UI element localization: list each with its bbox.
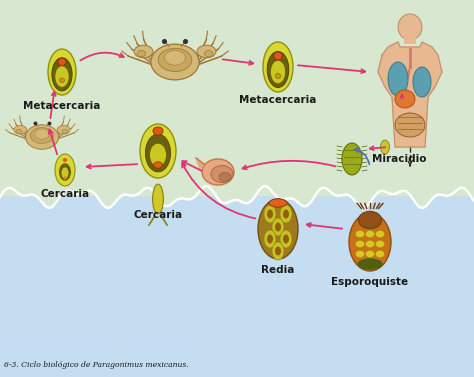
Bar <box>0 0 474 202</box>
Ellipse shape <box>134 45 153 58</box>
Ellipse shape <box>63 158 67 162</box>
Ellipse shape <box>202 159 234 185</box>
Ellipse shape <box>219 173 231 181</box>
Ellipse shape <box>275 74 281 78</box>
Ellipse shape <box>63 176 67 179</box>
Bar <box>0 195 474 377</box>
Ellipse shape <box>59 163 71 181</box>
Ellipse shape <box>275 247 281 256</box>
Ellipse shape <box>158 48 192 72</box>
Ellipse shape <box>272 218 284 236</box>
Ellipse shape <box>280 205 292 223</box>
Ellipse shape <box>381 140 390 154</box>
Ellipse shape <box>365 230 374 238</box>
Ellipse shape <box>26 125 59 149</box>
Ellipse shape <box>275 222 281 231</box>
Ellipse shape <box>151 44 199 80</box>
Ellipse shape <box>356 230 365 238</box>
Ellipse shape <box>55 66 69 87</box>
Ellipse shape <box>263 42 293 92</box>
Ellipse shape <box>140 124 176 178</box>
Text: Metacercaria: Metacercaria <box>239 95 317 105</box>
Ellipse shape <box>164 51 185 65</box>
Ellipse shape <box>398 14 422 40</box>
Ellipse shape <box>283 234 289 244</box>
Text: Cercaria: Cercaria <box>40 189 90 199</box>
Ellipse shape <box>280 230 292 248</box>
Ellipse shape <box>137 51 146 57</box>
Ellipse shape <box>52 58 72 91</box>
Ellipse shape <box>153 127 163 135</box>
Text: 6-3. Ciclo biológico de Paragonimus mexicanus.: 6-3. Ciclo biológico de Paragonimus mexi… <box>4 361 189 369</box>
Ellipse shape <box>267 210 273 219</box>
Ellipse shape <box>258 199 298 259</box>
Polygon shape <box>378 42 442 147</box>
Text: Miracidio: Miracidio <box>372 154 427 164</box>
Ellipse shape <box>59 78 64 83</box>
Ellipse shape <box>57 126 70 134</box>
Ellipse shape <box>150 144 166 166</box>
Ellipse shape <box>375 230 384 238</box>
Text: Metacercaria: Metacercaria <box>23 101 100 111</box>
Text: Redia: Redia <box>261 265 295 275</box>
Ellipse shape <box>365 250 374 257</box>
Ellipse shape <box>55 154 75 186</box>
Ellipse shape <box>197 45 216 58</box>
Ellipse shape <box>48 49 76 95</box>
Ellipse shape <box>356 241 365 247</box>
Ellipse shape <box>356 250 365 257</box>
Ellipse shape <box>154 162 163 168</box>
Ellipse shape <box>274 52 282 60</box>
Ellipse shape <box>146 134 171 172</box>
Ellipse shape <box>358 211 382 229</box>
Ellipse shape <box>395 113 425 137</box>
Ellipse shape <box>264 205 276 223</box>
Ellipse shape <box>342 143 362 175</box>
Polygon shape <box>196 158 204 169</box>
Ellipse shape <box>153 184 164 214</box>
Ellipse shape <box>365 241 374 247</box>
Bar <box>404 26 416 44</box>
Ellipse shape <box>371 259 380 265</box>
Ellipse shape <box>375 250 384 257</box>
Ellipse shape <box>211 166 233 182</box>
Ellipse shape <box>264 230 276 248</box>
Ellipse shape <box>269 199 287 207</box>
Ellipse shape <box>62 167 69 179</box>
Ellipse shape <box>62 129 68 133</box>
Ellipse shape <box>30 128 54 144</box>
Ellipse shape <box>413 67 431 97</box>
Ellipse shape <box>349 213 391 271</box>
Ellipse shape <box>388 62 408 96</box>
Ellipse shape <box>267 234 273 244</box>
Ellipse shape <box>375 241 384 247</box>
Ellipse shape <box>357 258 383 270</box>
Ellipse shape <box>204 51 213 57</box>
Ellipse shape <box>272 242 284 260</box>
Text: Cercaria: Cercaria <box>134 210 182 220</box>
Ellipse shape <box>271 61 285 83</box>
Ellipse shape <box>16 129 22 133</box>
Ellipse shape <box>395 90 415 108</box>
Ellipse shape <box>14 126 27 134</box>
Ellipse shape <box>361 259 370 265</box>
Text: Esporoquiste: Esporoquiste <box>331 277 409 287</box>
Ellipse shape <box>267 52 289 87</box>
Ellipse shape <box>283 210 289 219</box>
Ellipse shape <box>35 129 49 139</box>
Ellipse shape <box>58 58 66 66</box>
